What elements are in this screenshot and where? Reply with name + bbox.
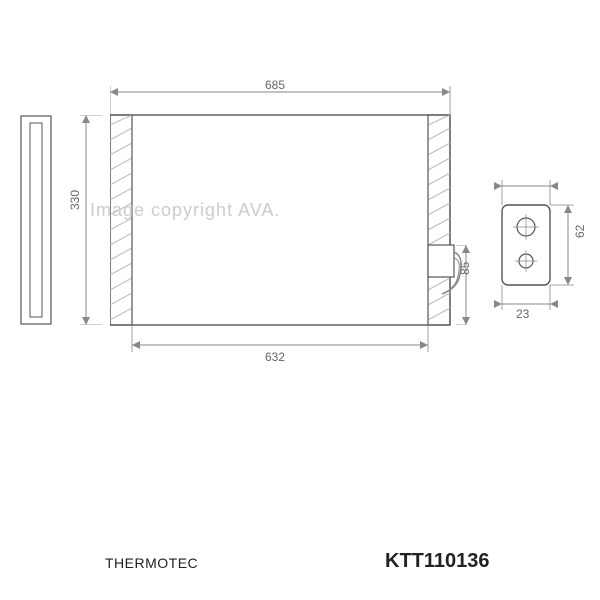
front-view bbox=[110, 80, 470, 360]
drawing-canvas: 330 685 632 85 bbox=[0, 0, 600, 600]
port-block bbox=[490, 170, 590, 330]
height-dim bbox=[62, 115, 102, 325]
port-v-dim bbox=[454, 245, 484, 325]
dim-port-v: 85 bbox=[458, 262, 472, 275]
dim-block-h: 62 bbox=[573, 225, 587, 238]
dim-block-w: 23 bbox=[516, 307, 529, 321]
dim-overall-width: 685 bbox=[265, 78, 285, 92]
side-view bbox=[20, 115, 54, 325]
dim-core-width: 632 bbox=[265, 350, 285, 364]
footer-part: KTT110136 bbox=[385, 550, 490, 573]
dim-height: 330 bbox=[68, 190, 82, 210]
footer-brand: THERMOTEC bbox=[105, 555, 198, 571]
